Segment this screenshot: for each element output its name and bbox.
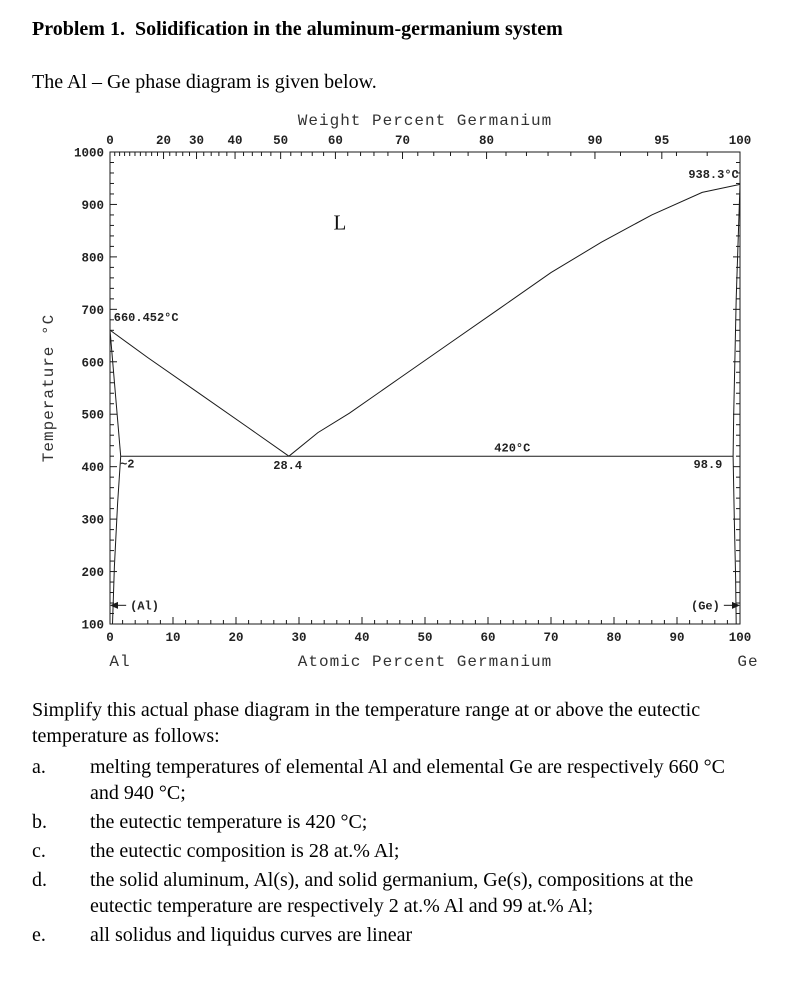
instructions-text: Simplify this actual phase diagram in th… <box>32 699 701 747</box>
svg-text:70: 70 <box>395 134 410 148</box>
phase-diagram-svg: Weight Percent Germanium 0 20 30 40 50 60 70 80 9… <box>40 112 758 671</box>
top-axis: Weight Percent Germanium 0 20 30 40 50 60 70 80 9… <box>106 112 751 159</box>
svg-text:Temperature °C: Temperature °C <box>40 314 58 462</box>
svg-text:660.452°C: 660.452°C <box>114 311 179 325</box>
svg-text:Al: Al <box>109 653 130 671</box>
svg-text:(Al): (Al) <box>130 599 159 613</box>
list-item: e. all solidus and liquidus curves are l… <box>32 922 770 948</box>
svg-text:100: 100 <box>729 631 752 645</box>
list-item-text: the solid aluminum, Al(s), and solid ger… <box>90 869 694 917</box>
svg-text:60: 60 <box>480 631 495 645</box>
svg-text:1000: 1000 <box>74 147 104 161</box>
svg-text:100: 100 <box>81 619 104 633</box>
svg-text:30: 30 <box>291 631 306 645</box>
svg-text:60: 60 <box>328 134 343 148</box>
svg-text:900: 900 <box>81 199 104 213</box>
svg-text:30: 30 <box>189 134 204 148</box>
temperature-axis: 100 200 300 400 500 600 700 800 900 1000 Temperatu… <box>40 147 740 633</box>
list-item: b. the eutectic temperature is 420 °C; <box>32 809 770 835</box>
ge-solvus <box>732 184 741 625</box>
svg-text:50: 50 <box>273 134 288 148</box>
list-item-text: melting temperatures of elemental Al and… <box>90 756 725 804</box>
svg-text:600: 600 <box>81 356 104 370</box>
svg-text:Atomic Percent Germanium: Atomic Percent Germanium <box>298 653 552 671</box>
liquidus-al-side <box>109 329 290 457</box>
svg-text:0: 0 <box>106 134 114 148</box>
svg-text:10: 10 <box>165 631 180 645</box>
svg-text:500: 500 <box>81 409 104 423</box>
svg-text:Weight Percent Germanium: Weight Percent Germanium <box>298 112 552 130</box>
svg-text:300: 300 <box>81 514 104 528</box>
list-item-label: d. <box>32 869 47 891</box>
svg-text:800: 800 <box>81 251 104 265</box>
svg-text:28.4: 28.4 <box>273 459 302 473</box>
list-item-text: the eutectic temperature is 420 °C; <box>90 811 368 833</box>
svg-text:420°C: 420°C <box>494 441 530 455</box>
list-item-text: all solidus and liquidus curves are line… <box>90 924 413 946</box>
svg-text:98.9: 98.9 <box>694 458 723 472</box>
svg-text:70: 70 <box>543 631 558 645</box>
svg-text:938.3°C: 938.3°C <box>688 168 738 182</box>
svg-text:95: 95 <box>654 134 669 148</box>
svg-text:80: 80 <box>479 134 494 148</box>
list-item-label: a. <box>32 756 46 778</box>
intro-text: The Al – Ge phase diagram is given below… <box>32 71 377 93</box>
phase-boundaries <box>109 183 741 625</box>
list-item-text: the eutectic composition is 28 at.% Al; <box>90 840 400 862</box>
conditions-list: a. melting temperatures of elemental Al … <box>32 754 770 948</box>
svg-text:200: 200 <box>81 566 104 580</box>
svg-text:80: 80 <box>606 631 621 645</box>
svg-text:(Ge): (Ge) <box>691 599 720 613</box>
svg-text:20: 20 <box>228 631 243 645</box>
svg-text:90: 90 <box>587 134 602 148</box>
svg-text:0: 0 <box>106 631 114 645</box>
liquidus-ge-side <box>288 183 741 457</box>
svg-text:40: 40 <box>354 631 369 645</box>
list-item-label: b. <box>32 811 47 833</box>
list-item-label: e. <box>32 924 46 946</box>
svg-text:Ge: Ge <box>737 653 758 671</box>
svg-text:90: 90 <box>669 631 684 645</box>
svg-text:50: 50 <box>417 631 432 645</box>
annotations: L 938.3°C 660.452°C 420°C ~2 28.4 98.9 (Al) (Ge) <box>110 168 740 613</box>
svg-text:100: 100 <box>729 134 752 148</box>
svg-text:~2: ~2 <box>120 458 134 472</box>
list-item: d. the solid aluminum, Al(s), and solid … <box>32 867 770 919</box>
svg-text:20: 20 <box>156 134 171 148</box>
bottom-axis: 0 10 20 30 40 50 60 70 80 90 100 Atomic Percent Ger… <box>106 617 758 671</box>
svg-text:400: 400 <box>81 461 104 475</box>
al-solvus <box>109 330 122 625</box>
plot-frame <box>109 151 741 625</box>
list-item: a. melting temperatures of elemental Al … <box>32 754 770 806</box>
svg-text:700: 700 <box>81 304 104 318</box>
svg-text:40: 40 <box>228 134 243 148</box>
svg-text:L: L <box>334 211 347 235</box>
problem-title: Problem 1. Solidification in the aluminu… <box>32 18 563 40</box>
problem-page: Problem 1. Solidification in the aluminu… <box>32 18 770 948</box>
phase-diagram-figure: Weight Percent Germanium 0 20 30 40 50 60 70 80 9… <box>38 109 770 679</box>
list-item: c. the eutectic composition is 28 at.% A… <box>32 838 770 864</box>
list-item-label: c. <box>32 840 46 862</box>
